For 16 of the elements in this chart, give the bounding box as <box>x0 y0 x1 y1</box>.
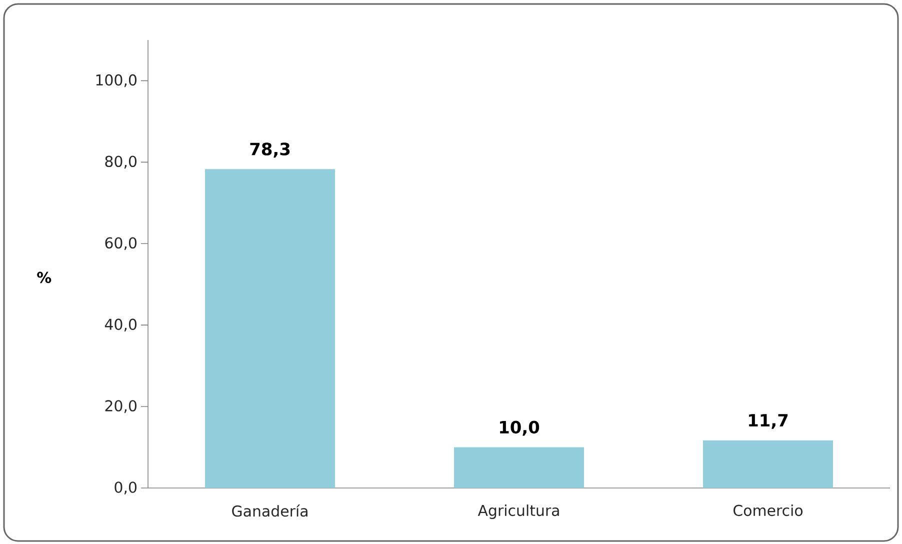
y-tick-label: 100,0 <box>96 74 136 88</box>
bar <box>205 169 336 488</box>
bar <box>454 447 584 488</box>
bar <box>703 440 834 488</box>
data-label: 78,3 <box>250 142 290 158</box>
data-label: 11,7 <box>749 414 788 429</box>
data-label: 10,0 <box>500 420 540 436</box>
y-tick-label: 0,0 <box>114 482 136 494</box>
x-tick-label: Agricultura <box>478 504 559 519</box>
y-tick-label: 20,0 <box>105 400 136 413</box>
x-tick-label: Ganadería <box>232 504 308 517</box>
y-tick-label: 40,0 <box>104 318 136 332</box>
x-tick-label: Comercio <box>734 504 803 516</box>
y-axis-title: % <box>37 272 52 284</box>
y-tick-label: 60,0 <box>105 237 136 250</box>
y-tick-label: 80,0 <box>105 156 136 169</box>
